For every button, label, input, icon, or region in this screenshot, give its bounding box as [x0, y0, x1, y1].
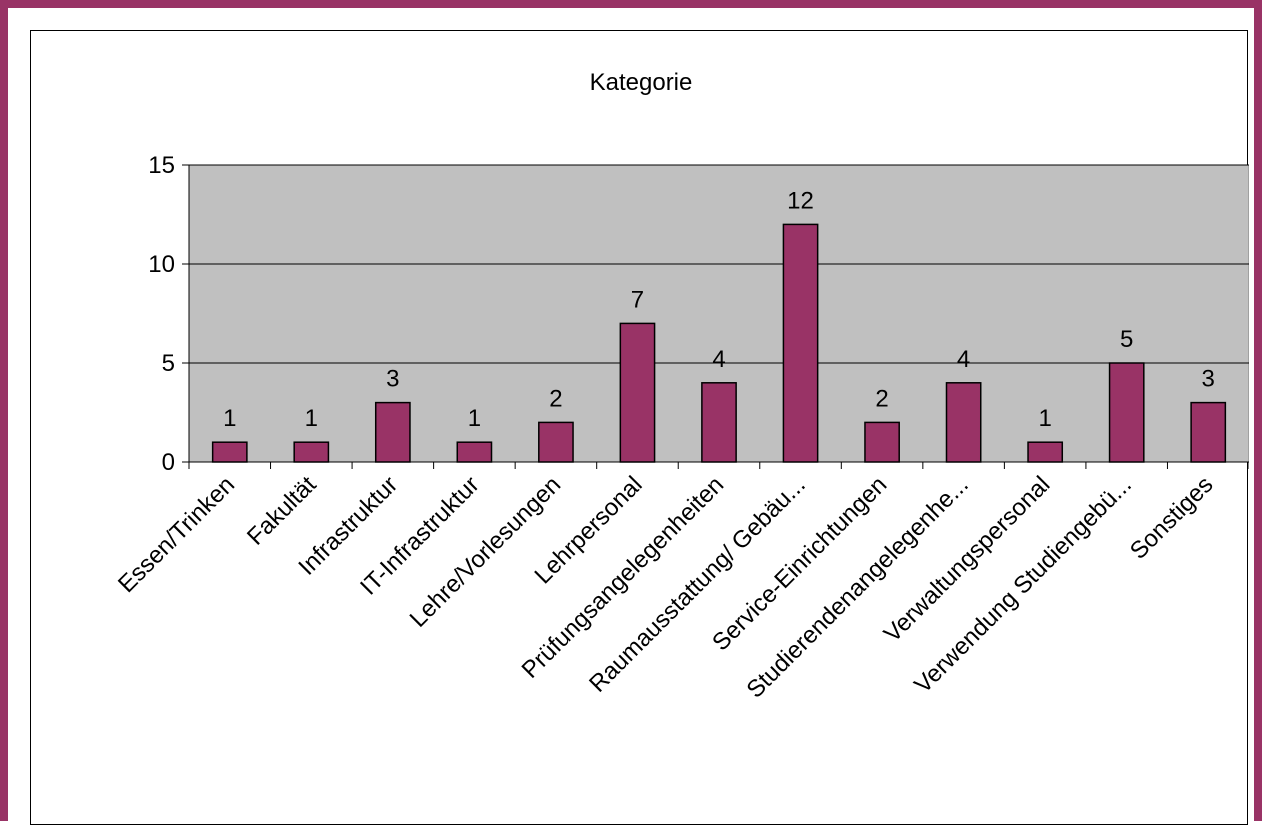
chart-area: Kategorie 0 5 10 15 1 Essen/Trinken 1 Fakultät 3… [30, 30, 1249, 825]
bar [619, 322, 656, 463]
bar [211, 441, 248, 463]
data-label: 1 [468, 405, 481, 432]
data-label: 2 [875, 385, 888, 412]
chart-title: Kategorie [590, 69, 693, 96]
bar [456, 441, 493, 463]
bar [1108, 362, 1145, 463]
x-tick-label: Essen/Trinken [113, 471, 240, 598]
x-tick-label: Fakultät [242, 471, 322, 551]
x-tick-label: Lehre/Vorlesungen [405, 471, 567, 633]
data-label: 4 [712, 346, 725, 373]
bar [1027, 441, 1064, 463]
bar [374, 401, 411, 463]
data-label: 7 [631, 286, 644, 313]
data-label: 12 [787, 187, 814, 214]
data-label: 3 [1202, 366, 1215, 393]
data-label: 4 [957, 346, 970, 373]
plot-area: 0510151Essen/Trinken1Fakultät3Infrastruk… [113, 152, 1249, 704]
data-label: 5 [1120, 326, 1133, 353]
bar [701, 382, 737, 463]
x-tick-label: Sonstiges [1125, 471, 1219, 565]
data-label: 1 [223, 405, 236, 432]
y-tick-label: 10 [148, 251, 175, 278]
bar [293, 441, 330, 463]
data-label: 1 [305, 405, 318, 432]
data-label: 1 [1038, 405, 1051, 432]
bar [864, 421, 900, 463]
bar [538, 421, 574, 463]
data-label: 3 [386, 366, 399, 393]
y-tick-label: 15 [148, 152, 175, 179]
bar-chart: Kategorie 0510151Essen/Trinken1Fakultät3… [113, 69, 1249, 704]
bar [945, 382, 982, 463]
y-tick-label: 0 [162, 449, 175, 476]
data-label: 2 [549, 385, 562, 412]
bar [782, 223, 819, 463]
y-tick-label: 5 [162, 350, 175, 377]
bar [1190, 401, 1227, 463]
